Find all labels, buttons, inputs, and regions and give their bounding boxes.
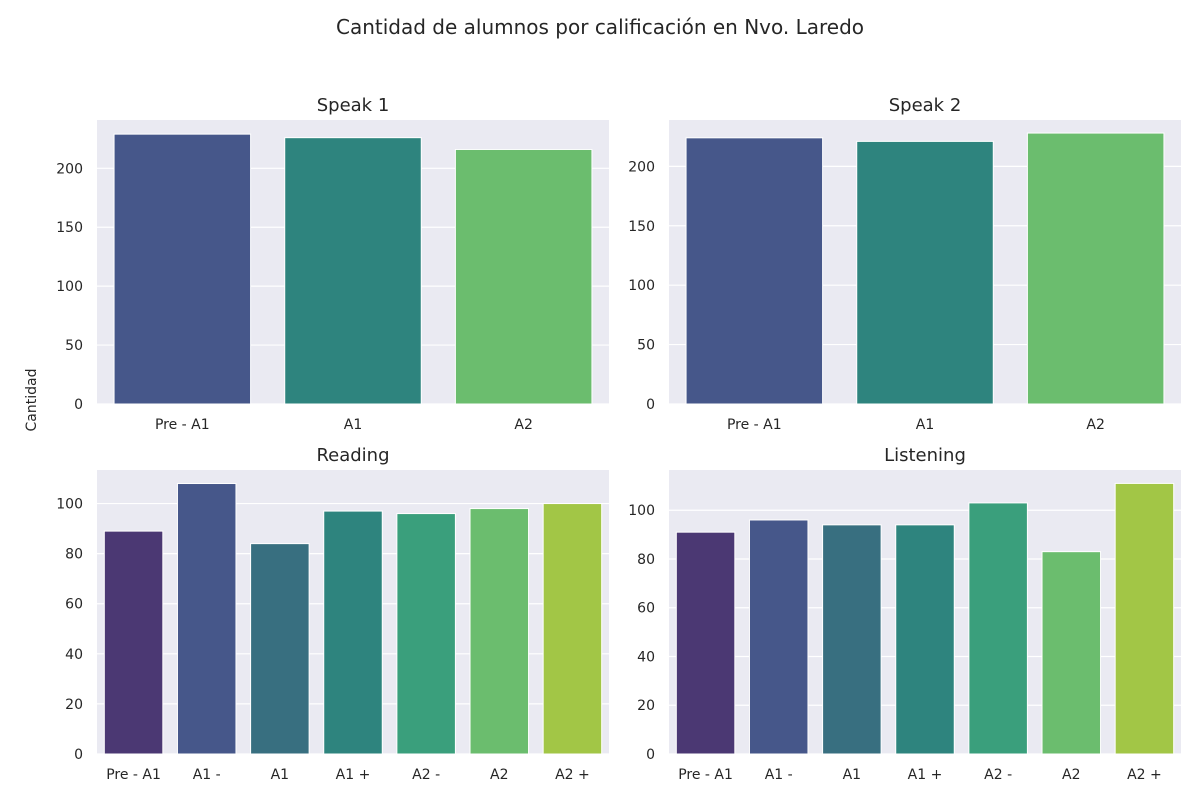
x-tick-label: A2: [514, 417, 532, 433]
bar-a2: [469, 508, 530, 755]
y-tick-label: 100: [56, 497, 83, 513]
x-tick-label: A2: [1086, 417, 1104, 433]
bar-a1: [748, 519, 809, 755]
figure-title: Cantidad de alumnos por calificación en …: [336, 15, 864, 39]
bar-a1: [176, 483, 237, 755]
y-tick-label: 0: [74, 397, 83, 413]
bar-a2: [1041, 551, 1102, 755]
bar-a2: [968, 502, 1028, 755]
bar-a2: [396, 513, 456, 755]
x-tick-label: A1 +: [336, 767, 371, 783]
bar-pre-a1: [685, 137, 824, 405]
x-tick-label: Pre - A1: [727, 417, 782, 433]
x-tick-label: A2 -: [412, 767, 440, 783]
y-tick-label: 40: [637, 649, 655, 665]
x-tick-label: Pre - A1: [155, 417, 210, 433]
bar-a2: [454, 148, 593, 405]
y-tick-label: 80: [637, 552, 655, 568]
bar-pre-a1: [103, 530, 164, 755]
bar-pre-a1: [675, 531, 736, 755]
y-tick-label: 100: [628, 278, 655, 294]
bar-a2: [1026, 132, 1165, 405]
y-tick-label: 150: [628, 219, 655, 235]
subplot-listening: 0 20 40 60 80 100 Pre - A1 A1 - A1 A1 + A2 - A2 A2 +…: [628, 445, 1181, 783]
bar-a1: [895, 524, 955, 755]
y-tick-label: 0: [646, 397, 655, 413]
y-tick-label: 0: [646, 747, 655, 763]
bar-a2: [1114, 482, 1175, 755]
x-tick-label: A1: [344, 417, 362, 433]
x-tick-label: A2: [1062, 767, 1080, 783]
y-tick-label: 100: [628, 503, 655, 519]
bar-a1: [822, 524, 882, 755]
subplot-speak-1: 0 50 100 150 200 Pre - A1 A1 A2 Speak 1: [56, 95, 609, 433]
y-tick-label: 150: [56, 220, 83, 236]
bar-a2: [542, 503, 603, 755]
subplot-title: Speak 1: [317, 95, 390, 116]
y-tick-label: 100: [56, 279, 83, 295]
x-tick-label: A1 +: [908, 767, 943, 783]
y-tick-label: 60: [637, 601, 655, 617]
x-tick-label: Pre - A1: [678, 767, 733, 783]
y-axis-label: Cantidad: [24, 369, 40, 432]
y-tick-label: 40: [65, 647, 83, 663]
x-tick-label: A1 -: [193, 767, 221, 783]
x-tick-label: A2 +: [555, 767, 590, 783]
y-tick-label: 60: [65, 597, 83, 613]
y-tick-label: 20: [637, 698, 655, 714]
subplot-title: Reading: [316, 445, 389, 466]
x-tick-label: A1: [843, 767, 861, 783]
bar-a1: [856, 140, 994, 405]
bar-a1: [323, 510, 383, 755]
bar-a1: [250, 543, 310, 755]
y-tick-label: 50: [637, 338, 655, 354]
x-tick-label: A2: [490, 767, 508, 783]
subplot-speak-2: 0 50 100 150 200 Pre - A1 A1 A2 Speak 2: [628, 95, 1181, 433]
subplot-title: Speak 2: [889, 95, 962, 116]
y-tick-label: 50: [65, 338, 83, 354]
y-tick-label: 20: [65, 697, 83, 713]
x-tick-label: A1 -: [765, 767, 793, 783]
bar-a1: [284, 137, 422, 405]
x-tick-label: A2 -: [984, 767, 1012, 783]
x-tick-label: A1: [271, 767, 289, 783]
y-tick-label: 80: [65, 547, 83, 563]
x-tick-label: A2 +: [1127, 767, 1162, 783]
subplot-title: Listening: [884, 445, 966, 466]
x-tick-label: Pre - A1: [106, 767, 161, 783]
subplot-reading: 0 20 40 60 80 100 Pre - A1 A1 - A1 A1 + A2 - A2 A2 +…: [56, 445, 609, 783]
x-tick-label: A1: [916, 417, 934, 433]
bar-pre-a1: [113, 133, 252, 405]
y-tick-label: 200: [56, 161, 83, 177]
y-tick-label: 200: [628, 159, 655, 175]
y-tick-label: 0: [74, 747, 83, 763]
